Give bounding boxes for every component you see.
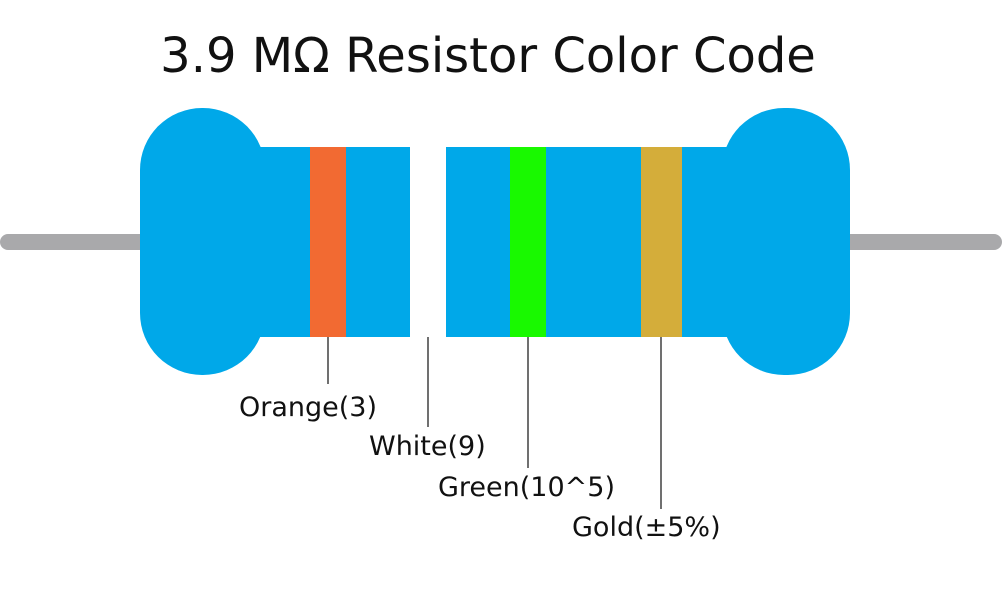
band-4-label: Gold(±5%) bbox=[572, 512, 721, 543]
band-3-green bbox=[510, 147, 546, 337]
band-1-orange bbox=[310, 147, 346, 337]
resistor-body bbox=[140, 108, 850, 375]
band-2-label: White(9) bbox=[369, 431, 486, 462]
band-2-white bbox=[410, 147, 446, 337]
diagram-title: 3.9 MΩ Resistor Color Code bbox=[160, 28, 816, 84]
band-4-gold bbox=[641, 147, 682, 337]
band-3-label: Green(10^5) bbox=[438, 472, 615, 503]
band-1-label: Orange(3) bbox=[239, 392, 377, 423]
